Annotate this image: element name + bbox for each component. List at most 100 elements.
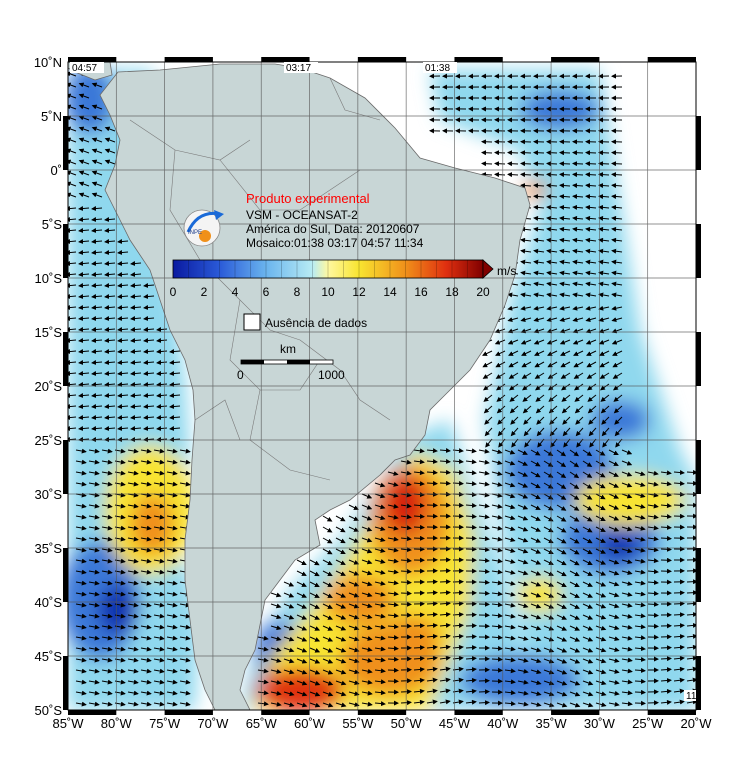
wind-arrow <box>140 602 152 608</box>
wind-arrow <box>533 305 545 311</box>
wind-arrow <box>533 161 545 167</box>
wind-arrow <box>569 482 580 489</box>
wind-arrow <box>153 448 165 454</box>
wind-arrow <box>75 602 87 608</box>
wind-arrow <box>582 482 593 489</box>
wind-arrow <box>68 283 77 289</box>
wind-arrow <box>104 327 116 333</box>
wind-arrow <box>78 206 90 212</box>
wind-arrow <box>153 547 165 553</box>
wind-arrow <box>534 372 545 379</box>
wind-arrow <box>348 570 360 576</box>
lat-label: 5˚S <box>42 217 63 232</box>
wind-arrow <box>504 548 516 553</box>
frame-tick-right <box>696 548 701 602</box>
wind-arrow <box>117 294 129 300</box>
wind-arrow <box>91 170 103 176</box>
wind-arrow <box>647 547 659 553</box>
wind-arrow <box>634 536 646 542</box>
wind-arrow <box>504 504 516 510</box>
wind-arrow <box>634 504 646 509</box>
wind-arrow <box>75 448 87 454</box>
wind-arrow <box>88 481 100 487</box>
wind-arrow <box>504 471 516 477</box>
wind-arrow <box>612 350 623 356</box>
wind-arrow <box>569 570 580 577</box>
wind-arrow <box>104 404 116 410</box>
lon-label: 60˚W <box>294 716 326 731</box>
wind-arrow <box>153 525 165 531</box>
wind-arrow <box>556 603 567 609</box>
longitude-labels: 85˚W 80˚W 75˚W 70˚W 65˚W 60˚W 55˚W 50˚W 45˚W 40˚W… <box>52 716 712 731</box>
wind-arrow <box>559 172 571 178</box>
wind-arrow <box>140 569 152 575</box>
wind-arrow <box>91 426 103 432</box>
wind-arrow <box>127 448 139 454</box>
wind-arrow <box>608 493 620 499</box>
wind-arrow <box>569 515 580 522</box>
wind-arrow <box>68 206 77 212</box>
wind-arrow <box>88 525 100 531</box>
wind-arrow <box>556 515 567 522</box>
wind-arrow <box>117 305 129 311</box>
colorbar-tick-label: 20 <box>476 285 490 299</box>
wind-arrow <box>413 481 425 487</box>
wind-arrow <box>533 281 545 287</box>
wind-arrow <box>166 459 178 465</box>
wind-arrow <box>296 592 307 598</box>
wind-arrow <box>496 394 506 402</box>
wind-arrow <box>130 393 142 399</box>
wind-arrow <box>88 569 100 575</box>
wind-arrow <box>585 270 597 276</box>
wind-arrow <box>78 272 90 278</box>
colorbar-tick-label: 6 <box>263 285 270 299</box>
wind-arrow <box>169 349 181 355</box>
wind-arrow <box>387 558 399 564</box>
wind-arrow <box>504 602 516 608</box>
wind-arrow <box>117 338 129 344</box>
wind-arrow <box>117 415 129 421</box>
wind-arrow <box>559 194 571 199</box>
wind-arrow <box>68 250 77 256</box>
wind-arrow <box>521 361 532 368</box>
wind-arrow <box>91 206 103 212</box>
wind-arrow <box>322 581 333 587</box>
wind-arrow <box>104 382 116 388</box>
wind-arrow <box>520 183 532 189</box>
wind-arrow <box>595 592 607 598</box>
wind-arrow <box>595 559 607 565</box>
wind-arrow <box>535 394 545 402</box>
wind-arrow <box>611 172 623 178</box>
wind-arrow <box>686 590 696 596</box>
wind-arrow <box>78 104 90 110</box>
lon-label: 40˚W <box>487 716 519 731</box>
wind-arrow <box>533 270 545 276</box>
wind-arrow <box>598 270 610 276</box>
wind-arrow <box>482 350 493 356</box>
wind-arrow <box>101 536 113 542</box>
wind-arrow <box>534 350 545 356</box>
wind-arrow <box>530 570 542 576</box>
wind-arrow <box>520 292 532 298</box>
wind-arrow <box>78 261 90 267</box>
wind-arrow <box>560 361 571 368</box>
wind-arrow <box>153 481 165 487</box>
wind-arrow <box>322 570 333 577</box>
wind-arrow <box>504 569 516 575</box>
wind-arrow <box>572 204 584 210</box>
wind-arrow <box>91 294 103 300</box>
wind-arrow <box>130 360 142 366</box>
wind-arrow <box>130 382 142 388</box>
wind-arrow <box>478 503 490 509</box>
wind-arrow <box>582 460 593 467</box>
wind-arrow <box>465 503 477 508</box>
wind-arrow <box>572 172 584 178</box>
wind-arrow <box>582 603 594 609</box>
wind-arrow <box>374 515 386 521</box>
frame-tick-right <box>696 656 701 710</box>
scale-tick-0: 0 <box>237 368 244 382</box>
wind-arrow <box>600 394 610 402</box>
wind-arrow <box>91 217 103 223</box>
wind-arrow <box>361 548 373 554</box>
wind-arrow <box>556 471 567 479</box>
